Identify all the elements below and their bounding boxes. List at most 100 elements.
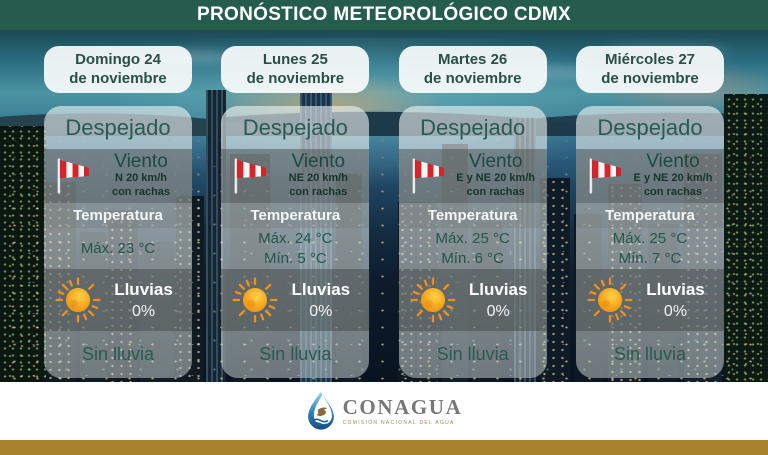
- date-line-1: Miércoles 27: [604, 50, 696, 68]
- temp-min: Mín. 7 °C: [618, 249, 682, 267]
- forecast-card: Despejado Viento E y NE 20 km/h con rach…: [398, 106, 547, 378]
- wind-detail: NE 20 km/h: [288, 172, 348, 185]
- wind-label: Viento: [114, 151, 168, 173]
- rain-text: Lluvias 0%: [103, 280, 184, 321]
- temperature-label: Temperatura: [427, 207, 518, 224]
- footer-bar: CONAGUA COMISIÓN NACIONAL DEL AGUA: [0, 382, 768, 440]
- condition-text: Despejado: [65, 114, 171, 140]
- wind-detail: N 20 km/h: [115, 172, 167, 185]
- wind-label: Viento: [468, 151, 523, 173]
- temperature-header-band: Temperatura: [221, 203, 370, 228]
- day-column-lunes-25: Lunes 25 de noviembre Despejado Viento N…: [221, 30, 370, 382]
- temperature-header-band: Temperatura: [575, 203, 724, 228]
- wind-text: Viento E y NE 20 km/h con rachas: [450, 152, 542, 199]
- rain-probability: 0%: [663, 302, 688, 320]
- rain-label: Lluvias: [291, 279, 351, 299]
- wind-text: Viento N 20 km/h con rachas: [95, 152, 187, 199]
- wind-gusts: con rachas: [643, 185, 703, 198]
- forecast-card: Despejado Viento NE 20 km/h con rachas T…: [221, 106, 370, 378]
- wind-gusts: con rachas: [289, 185, 348, 198]
- wind-gusts: con rachas: [466, 185, 525, 198]
- date-pill: Lunes 25 de noviembre: [221, 46, 370, 93]
- rain-label: Lluvias: [114, 279, 173, 299]
- date-line-1: Domingo 24: [75, 50, 161, 68]
- rain-probability: 0%: [131, 302, 156, 320]
- temperature-header-band: Temperatura: [44, 203, 192, 228]
- rain-probability: 0%: [309, 302, 333, 320]
- sun-icon: [55, 277, 101, 323]
- temperature-values-band: Máx. 25 °C Mín. 6 °C: [399, 228, 547, 269]
- date-line-2: de noviembre: [423, 69, 522, 87]
- temperature-label: Temperatura: [73, 207, 163, 224]
- temperature-header-band: Temperatura: [398, 203, 547, 228]
- summary-band: Sin lluvia: [44, 331, 192, 378]
- condition-band: Despejado: [576, 106, 724, 149]
- rain-band: Lluvias 0%: [398, 269, 547, 331]
- temp-max: Máx. 25 °C: [435, 230, 510, 247]
- temperature-values-band: Máx. 23 °C: [44, 228, 192, 269]
- condition-text: Despejado: [597, 114, 703, 140]
- rain-label: Lluvias: [468, 279, 528, 299]
- forecast-columns: Domingo 24 de noviembre Despejado Viento…: [0, 30, 768, 382]
- date-line-1: Lunes 25: [262, 50, 328, 68]
- temp-max: Máx. 23 °C: [80, 239, 156, 257]
- temp-min: Mín. 5 °C: [263, 249, 327, 267]
- conagua-logo: CONAGUA COMISIÓN NACIONAL DEL AGUA: [306, 391, 463, 431]
- rain-band: Lluvias 0%: [575, 269, 724, 331]
- temp-max: Máx. 25 °C: [612, 230, 688, 247]
- page-title: PRONÓSTICO METEOROLÓGICO CDMX: [197, 4, 571, 25]
- wind-band: Viento NE 20 km/h con rachas: [221, 149, 370, 203]
- rain-band: Lluvias 0%: [44, 269, 192, 331]
- wind-label: Viento: [646, 151, 700, 173]
- date-line-1: Martes 26: [438, 50, 508, 68]
- gold-footer-bar: [0, 440, 768, 455]
- sun-icon: [587, 277, 633, 323]
- windsock-icon: [228, 152, 272, 200]
- summary-text: Sin lluvia: [436, 344, 509, 364]
- wind-gusts: con rachas: [111, 185, 171, 198]
- forecast-card: Despejado Viento N 20 km/h con rachas Te…: [44, 106, 192, 378]
- day-column-miercoles-27: Miércoles 27 de noviembre Despejado Vien…: [575, 30, 724, 382]
- summary-text: Sin lluvia: [81, 344, 155, 364]
- rain-text: Lluvias 0%: [280, 280, 361, 321]
- day-column-martes-26: Martes 26 de noviembre Despejado Viento …: [398, 30, 547, 382]
- rain-text: Lluvias 0%: [635, 280, 716, 321]
- rain-band: Lluvias 0%: [221, 269, 370, 331]
- summary-band: Sin lluvia: [576, 331, 724, 378]
- forecast-card: Despejado Viento E y NE 20 km/h con rach…: [575, 106, 724, 378]
- temperature-label: Temperatura: [605, 207, 695, 224]
- summary-text: Sin lluvia: [613, 344, 686, 364]
- header-bar: PRONÓSTICO METEOROLÓGICO CDMX: [0, 0, 768, 30]
- temperature-values-band: Máx. 25 °C Mín. 7 °C: [576, 228, 724, 269]
- wind-detail: E y NE 20 km/h: [633, 172, 713, 185]
- wind-band: Viento N 20 km/h con rachas: [44, 149, 192, 203]
- conagua-drop-icon: [307, 391, 335, 431]
- condition-band: Despejado: [399, 106, 547, 149]
- summary-text: Sin lluvia: [259, 344, 332, 364]
- wind-text: Viento NE 20 km/h con rachas: [272, 152, 364, 199]
- condition-text: Despejado: [242, 114, 348, 140]
- rain-text: Lluvias 0%: [458, 280, 539, 321]
- condition-band: Despejado: [221, 106, 369, 149]
- windsock-icon: [406, 152, 450, 200]
- wind-band: Viento E y NE 20 km/h con rachas: [398, 149, 547, 203]
- windsock-icon: [583, 152, 627, 200]
- condition-text: Despejado: [420, 114, 526, 140]
- wind-text: Viento E y NE 20 km/h con rachas: [627, 152, 719, 199]
- wind-detail: E y NE 20 km/h: [456, 172, 536, 185]
- conagua-logo-text: CONAGUA COMISIÓN NACIONAL DEL AGUA: [342, 394, 463, 426]
- summary-band: Sin lluvia: [221, 331, 369, 378]
- temp-min: Mín. 6 °C: [441, 249, 504, 267]
- day-column-domingo-24: Domingo 24 de noviembre Despejado Viento…: [44, 30, 192, 382]
- wind-band: Viento E y NE 20 km/h con rachas: [575, 149, 724, 203]
- rain-label: Lluvias: [646, 279, 705, 299]
- org-tagline: COMISIÓN NACIONAL DEL AGUA: [342, 419, 455, 426]
- wind-label: Viento: [291, 151, 346, 173]
- temperature-label: Temperatura: [250, 207, 341, 224]
- temperature-values-band: Máx. 24 °C Mín. 5 °C: [221, 228, 369, 269]
- sun-icon: [410, 277, 456, 323]
- date-pill: Domingo 24 de noviembre: [44, 46, 192, 93]
- org-name: CONAGUA: [342, 394, 463, 419]
- condition-band: Despejado: [44, 106, 192, 149]
